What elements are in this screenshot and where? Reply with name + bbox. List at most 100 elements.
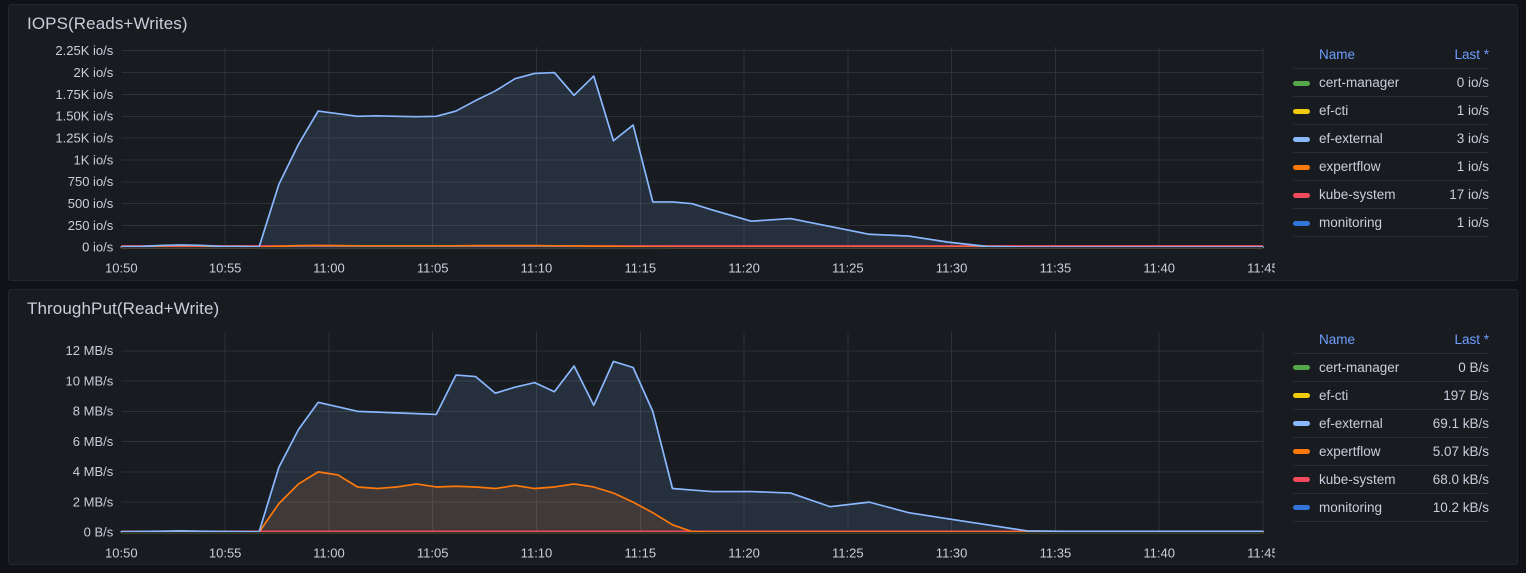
legend-table-throughput: Name Last * cert-manager 0 B/s ef-cti 197 B… bbox=[1293, 330, 1489, 522]
legend-series-name[interactable]: ef-cti bbox=[1319, 380, 1419, 409]
x-axis-tick-label: 11:15 bbox=[624, 261, 656, 276]
legend-series-name[interactable]: cert-manager bbox=[1319, 68, 1433, 97]
legend-body-throughput: cert-manager 0 B/s ef-cti 197 B/s ef-externa… bbox=[1293, 352, 1489, 522]
x-axis-tick-label: 11:45 bbox=[1247, 545, 1275, 560]
x-axis-tick-label: 11:10 bbox=[521, 545, 553, 560]
legend-header-row: Name Last * bbox=[1293, 45, 1489, 69]
legend-series-last-value: 69.1 kB/s bbox=[1418, 408, 1489, 437]
chart-svg-throughput[interactable]: 0 B/s 2 MB/s 4 MB/s 6 MB/s 8 MB/s 10 MB/s 12 M… bbox=[9, 326, 1275, 565]
legend-series-name[interactable]: monitoring bbox=[1319, 492, 1419, 522]
legend-color-swatch[interactable] bbox=[1293, 408, 1319, 437]
legend-header-swatch bbox=[1293, 330, 1319, 354]
legend-color-swatch[interactable] bbox=[1293, 124, 1319, 153]
legend-series-last-value: 197 B/s bbox=[1418, 380, 1489, 409]
legend-body-iops: cert-manager 0 io/s ef-cti 1 io/s ef-externa… bbox=[1293, 68, 1489, 237]
legend-color-swatch[interactable] bbox=[1293, 464, 1319, 493]
x-axis-tick-label: 11:25 bbox=[832, 261, 864, 276]
legend-series-last-value: 0 B/s bbox=[1418, 352, 1489, 381]
legend-series-name[interactable]: ef-cti bbox=[1319, 96, 1433, 125]
legend-row[interactable]: expertflow 5.07 kB/s bbox=[1293, 436, 1489, 465]
y-axis-tick-label: 10 MB/s bbox=[66, 373, 114, 388]
legend-color-swatch[interactable] bbox=[1293, 96, 1319, 125]
panel-title-throughput: ThroughPut(Read+Write) bbox=[27, 298, 220, 318]
legend-series-name[interactable]: ef-external bbox=[1319, 408, 1419, 437]
panel-body-iops: 0 io/s 250 io/s 500 io/s 750 io/s 1K io/s 1.2… bbox=[9, 41, 1517, 280]
legend-series-last-value: 17 io/s bbox=[1432, 180, 1489, 209]
panel-iops[interactable]: IOPS(Reads+Writes) 0 io/s 250 io/s 500 io/… bbox=[8, 4, 1518, 281]
chart-svg-iops[interactable]: 0 io/s 250 io/s 500 io/s 750 io/s 1K io/s 1.2… bbox=[9, 41, 1275, 280]
y-axis-tick-label: 500 io/s bbox=[68, 196, 114, 211]
legend-header-last[interactable]: Last * bbox=[1454, 47, 1489, 62]
legend-row[interactable]: kube-system 68.0 kB/s bbox=[1293, 464, 1489, 493]
legend-row[interactable]: kube-system 17 io/s bbox=[1293, 180, 1489, 209]
legend-series-last-value: 3 io/s bbox=[1432, 124, 1489, 153]
legend-series-name[interactable]: kube-system bbox=[1319, 464, 1419, 493]
legend-color-swatch[interactable] bbox=[1293, 436, 1319, 465]
x-axis-tick-label: 11:00 bbox=[313, 261, 345, 276]
legend-color-swatch[interactable] bbox=[1293, 68, 1319, 97]
legend-series-name[interactable]: monitoring bbox=[1319, 208, 1433, 237]
x-axis-tick-label: 11:35 bbox=[1040, 545, 1072, 560]
x-axis-tick-label: 11:25 bbox=[832, 545, 864, 560]
series-area-ef-external bbox=[121, 360, 1263, 532]
y-axis-tick-label: 1.50K io/s bbox=[55, 109, 113, 124]
legend-row[interactable]: ef-external 69.1 kB/s bbox=[1293, 408, 1489, 437]
x-axis-tick-label: 11:20 bbox=[728, 261, 760, 276]
legend-series-name[interactable]: expertflow bbox=[1319, 436, 1419, 465]
legend-table-iops: Name Last * cert-manager 0 io/s ef-cti 1 io… bbox=[1293, 45, 1489, 237]
legend-header-name[interactable]: Name bbox=[1319, 47, 1356, 62]
legend-iops: Name Last * cert-manager 0 io/s ef-cti 1 io… bbox=[1275, 41, 1517, 280]
legend-row[interactable]: expertflow 1 io/s bbox=[1293, 152, 1489, 181]
legend-series-last-value: 68.0 kB/s bbox=[1418, 464, 1489, 493]
y-axis-tick-label: 8 MB/s bbox=[73, 403, 114, 418]
legend-color-swatch[interactable] bbox=[1293, 492, 1319, 522]
legend-row[interactable]: ef-external 3 io/s bbox=[1293, 124, 1489, 153]
legend-header-last[interactable]: Last * bbox=[1454, 331, 1489, 347]
legend-color-swatch[interactable] bbox=[1293, 208, 1319, 237]
legend-series-name[interactable]: ef-external bbox=[1319, 124, 1433, 153]
legend-row[interactable]: ef-cti 1 io/s bbox=[1293, 96, 1489, 125]
x-axis-tick-label: 11:05 bbox=[417, 261, 449, 276]
y-axis-tick-label: 750 io/s bbox=[68, 174, 114, 189]
legend-series-last-value: 10.2 kB/s bbox=[1418, 492, 1489, 522]
series-line-ef-external bbox=[120, 360, 1264, 533]
legend-series-last-value: 1 io/s bbox=[1432, 208, 1489, 237]
y-axis-tick-label: 6 MB/s bbox=[73, 434, 114, 449]
x-axis-tick-label: 11:00 bbox=[313, 545, 345, 560]
legend-header-name[interactable]: Name bbox=[1319, 331, 1356, 347]
legend-row[interactable]: cert-manager 0 io/s bbox=[1293, 68, 1489, 97]
y-axis-tick-label: 0 io/s bbox=[82, 240, 113, 255]
x-axis-tick-label: 10:50 bbox=[105, 261, 138, 276]
x-axis-tick-label: 11:10 bbox=[521, 261, 553, 276]
legend-header-swatch bbox=[1293, 45, 1319, 69]
legend-color-swatch[interactable] bbox=[1293, 180, 1319, 209]
y-axis-tick-label: 0 B/s bbox=[84, 524, 114, 539]
legend-series-name[interactable]: kube-system bbox=[1319, 180, 1433, 209]
legend-series-last-value: 1 io/s bbox=[1432, 96, 1489, 125]
x-axis-tick-label: 11:30 bbox=[936, 545, 968, 560]
legend-throughput: Name Last * cert-manager 0 B/s ef-cti 197 B… bbox=[1275, 326, 1517, 565]
legend-row[interactable]: cert-manager 0 B/s bbox=[1293, 352, 1489, 381]
legend-color-swatch[interactable] bbox=[1293, 380, 1319, 409]
x-axis-tick-label: 11:30 bbox=[936, 261, 968, 276]
legend-row[interactable]: ef-cti 197 B/s bbox=[1293, 380, 1489, 409]
legend-color-swatch[interactable] bbox=[1293, 152, 1319, 181]
legend-series-last-value: 0 io/s bbox=[1432, 68, 1489, 97]
y-axis-tick-label: 250 io/s bbox=[68, 218, 114, 233]
y-axis-tick-label: 1K io/s bbox=[74, 153, 114, 168]
legend-color-swatch[interactable] bbox=[1293, 352, 1319, 381]
legend-series-last-value: 1 io/s bbox=[1432, 152, 1489, 181]
y-axis-tick-label: 2.25K io/s bbox=[55, 43, 113, 58]
x-axis-tick-label: 11:45 bbox=[1247, 261, 1275, 276]
legend-row[interactable]: monitoring 10.2 kB/s bbox=[1293, 492, 1489, 522]
y-axis-tick-label: 12 MB/s bbox=[66, 343, 114, 358]
plot-area-throughput[interactable]: 0 B/s 2 MB/s 4 MB/s 6 MB/s 8 MB/s 10 MB/s 12 M… bbox=[9, 326, 1275, 565]
legend-row[interactable]: monitoring 1 io/s bbox=[1293, 208, 1489, 237]
panel-body-throughput: 0 B/s 2 MB/s 4 MB/s 6 MB/s 8 MB/s 10 MB/s 12 M… bbox=[9, 326, 1517, 565]
legend-series-name[interactable]: cert-manager bbox=[1319, 352, 1419, 381]
legend-series-name[interactable]: expertflow bbox=[1319, 152, 1433, 181]
panel-throughput[interactable]: ThroughPut(Read+Write) 0 B/s 2 MB/s 4 MB/s… bbox=[8, 288, 1518, 565]
plot-area-iops[interactable]: 0 io/s 250 io/s 500 io/s 750 io/s 1K io/s 1.2… bbox=[9, 41, 1275, 280]
x-axis-tick-label: 10:55 bbox=[209, 545, 242, 560]
